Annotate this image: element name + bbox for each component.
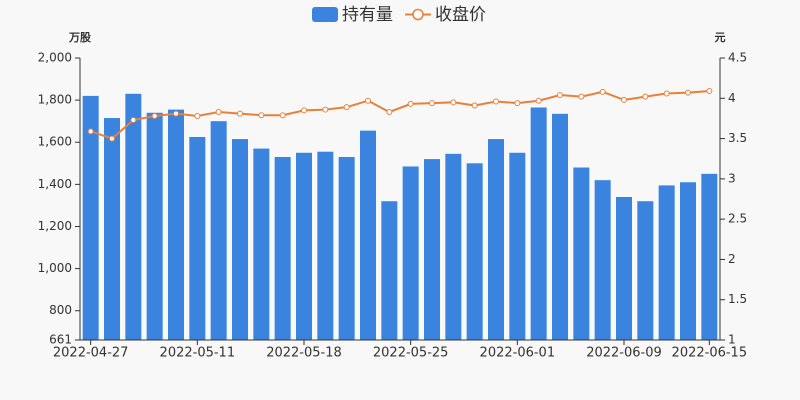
bar xyxy=(381,201,398,340)
bar xyxy=(658,185,675,340)
x-tick-label: 2022-06-01 xyxy=(480,346,556,361)
y-tick-label: 1,800 xyxy=(38,93,72,107)
bar xyxy=(552,113,568,340)
y2-tick-label: 3.5 xyxy=(728,131,747,145)
line-point xyxy=(173,110,179,117)
bar xyxy=(360,130,376,340)
bar xyxy=(125,93,142,340)
bar xyxy=(701,173,718,340)
bar xyxy=(530,107,547,340)
x-tick-label: 2022-05-11 xyxy=(160,346,236,361)
line-point xyxy=(685,89,691,96)
line-point xyxy=(215,108,222,115)
bar xyxy=(488,139,504,340)
line-point xyxy=(599,88,606,95)
bar xyxy=(338,156,355,340)
line-point xyxy=(237,110,243,117)
y-tick-label: 2,000 xyxy=(38,51,72,65)
y2-tick-label: 2.5 xyxy=(728,212,747,226)
y-axis-label: 万股 xyxy=(68,31,92,44)
bar xyxy=(466,163,483,340)
bar xyxy=(637,201,654,340)
line-point xyxy=(151,113,158,120)
y-tick-label: 1,400 xyxy=(38,177,72,191)
line-point xyxy=(109,135,115,142)
bar xyxy=(680,182,696,340)
line-point xyxy=(471,102,478,109)
x-tick-label: 2022-06-15 xyxy=(672,346,748,361)
bar xyxy=(616,196,632,340)
line-point xyxy=(322,106,329,113)
y2-tick-label: 2 xyxy=(728,252,736,266)
bar xyxy=(402,166,419,340)
bar xyxy=(146,112,163,340)
line-point xyxy=(301,107,307,114)
y-tick-label: 800 xyxy=(49,303,72,317)
bar xyxy=(168,109,184,340)
line-point xyxy=(87,128,94,135)
bar xyxy=(573,167,590,340)
bar xyxy=(253,148,270,340)
x-tick-label: 2022-06-09 xyxy=(586,346,662,361)
x-tick-label: 2022-05-18 xyxy=(266,346,342,361)
bar xyxy=(189,136,206,340)
line-point xyxy=(258,112,265,119)
bar xyxy=(82,95,99,340)
line-point xyxy=(450,99,457,106)
line-point xyxy=(514,100,521,107)
line-point xyxy=(557,92,563,99)
bar xyxy=(424,159,440,340)
line-point xyxy=(130,117,137,124)
bar xyxy=(232,139,248,340)
legend-swatch xyxy=(312,7,338,22)
bar xyxy=(317,151,334,340)
line-point xyxy=(621,96,627,103)
legend-label: 收盘价 xyxy=(435,5,486,25)
line-point xyxy=(194,113,201,120)
line-point xyxy=(365,97,371,104)
y-tick-label: 1,600 xyxy=(38,135,72,149)
legend-label: 持有量 xyxy=(342,5,393,25)
y2-tick-label: 4 xyxy=(728,91,736,105)
x-tick-label: 2022-05-25 xyxy=(373,346,449,361)
x-tick-label: 2022-04-27 xyxy=(53,346,129,361)
line-point xyxy=(279,112,286,119)
y-tick-label: 1,000 xyxy=(38,261,72,275)
line-point xyxy=(642,93,649,100)
bar xyxy=(274,156,291,340)
bar xyxy=(509,152,526,340)
line-point xyxy=(535,97,542,104)
bar xyxy=(445,153,462,340)
y2-tick-label: 1 xyxy=(728,333,736,347)
line-point xyxy=(578,93,585,100)
legend-swatch xyxy=(412,8,424,21)
line-point xyxy=(493,98,499,105)
bar xyxy=(210,121,227,340)
y-tick-label: 1,200 xyxy=(38,219,72,233)
y2-axis-label: 元 xyxy=(715,31,726,44)
line xyxy=(90,90,710,140)
line-point xyxy=(429,100,435,107)
y2-tick-label: 1.5 xyxy=(728,292,747,306)
y2-tick-label: 4.5 xyxy=(728,51,747,65)
bar xyxy=(104,118,120,341)
y2-tick-label: 3 xyxy=(728,171,736,185)
bar xyxy=(594,180,611,340)
line-point xyxy=(407,100,414,107)
bar xyxy=(296,152,312,340)
y-tick-label: 661 xyxy=(49,333,72,347)
line-point xyxy=(706,88,713,95)
line-point xyxy=(386,108,393,115)
line-point xyxy=(663,90,670,97)
line-point xyxy=(343,104,350,111)
